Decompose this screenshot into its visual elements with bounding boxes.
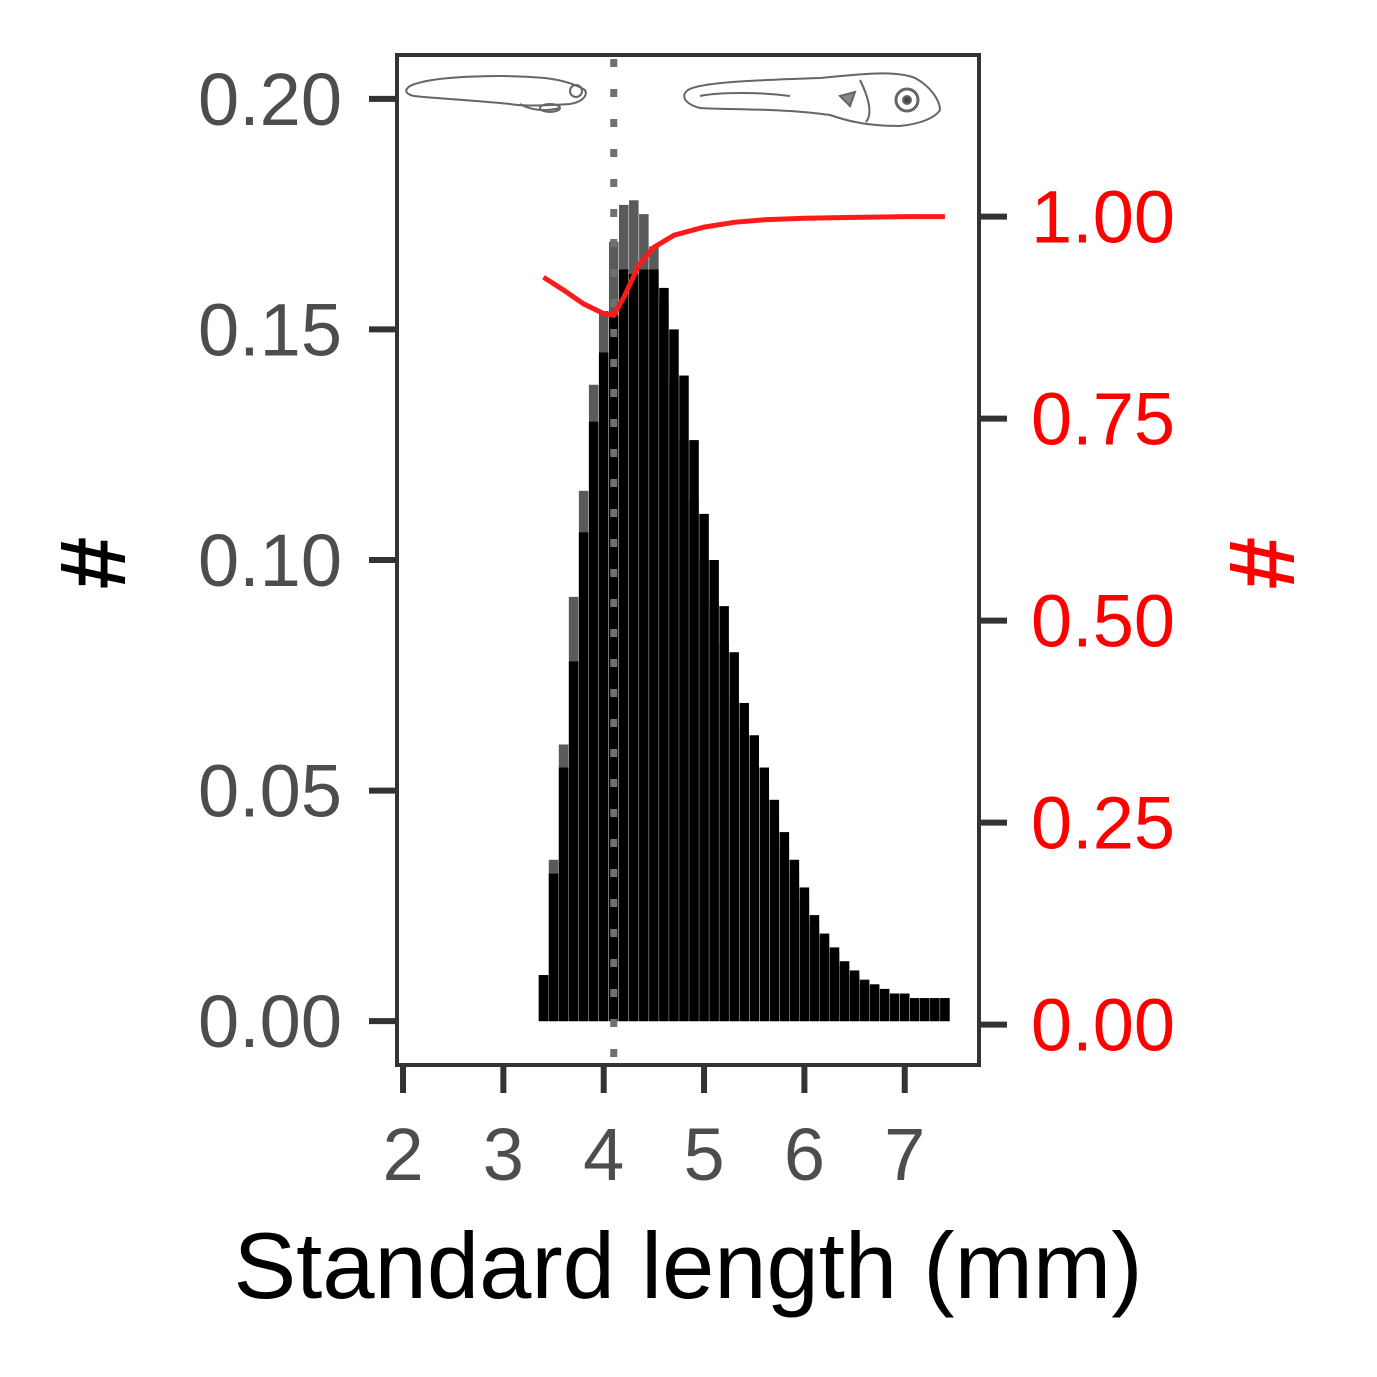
y-left-tick-label: 0.05	[198, 750, 342, 833]
histogram-bar	[709, 560, 719, 1022]
histogram-bar	[930, 998, 940, 1022]
histogram-bar	[819, 933, 830, 1022]
histogram-bar	[799, 887, 810, 1022]
y-axis-left: 0.00 0.05 0.10 0.15 0.20	[198, 58, 397, 1063]
histogram-bar	[588, 421, 599, 1022]
histogram-bar	[578, 532, 589, 1022]
larva-early-illustration	[405, 75, 587, 113]
histogram-bar	[719, 606, 729, 1022]
x-tick-label: 6	[784, 1113, 825, 1196]
histogram-bar	[910, 998, 920, 1022]
histogram-bar	[869, 984, 880, 1022]
y-axis-right: 0.00 0.25 0.50 0.75 1.00	[979, 176, 1175, 1067]
histogram-bar	[769, 799, 780, 1022]
y-right-tick-label: 0.00	[1031, 984, 1175, 1067]
histogram-bar	[568, 661, 579, 1022]
histogram-bar	[849, 970, 860, 1022]
y-left-tick-label: 0.20	[198, 58, 342, 141]
histogram-bar	[699, 513, 709, 1022]
x-tick-label: 5	[683, 1113, 724, 1196]
larva-late-illustration	[683, 72, 942, 128]
y-left-tick-label: 0.15	[198, 288, 342, 371]
histogram-bar	[629, 274, 639, 1022]
histogram-bar	[859, 979, 870, 1022]
histogram-bar	[619, 269, 629, 1022]
y-left-tick-label: 0.00	[198, 980, 342, 1063]
histogram-bar	[759, 767, 770, 1022]
histogram-bar	[879, 988, 890, 1022]
histogram-bar	[940, 998, 950, 1022]
x-axis-title: Standard length (mm)	[233, 1213, 1142, 1318]
histogram-bar	[729, 652, 739, 1022]
y-right-tick-label: 0.25	[1031, 782, 1175, 865]
histogram-bar	[779, 832, 790, 1022]
y-right-tick-label: 0.75	[1031, 378, 1175, 461]
histogram-bar	[829, 947, 840, 1022]
bars-main-layer	[538, 269, 950, 1022]
histogram-bar	[889, 993, 900, 1022]
x-tick-label: 7	[884, 1113, 925, 1196]
y-left-tick-label: 0.10	[198, 519, 342, 602]
histogram-bar	[558, 767, 569, 1022]
red-proportion-curve	[542, 214, 945, 318]
histogram-bar	[749, 735, 759, 1022]
y-axis-right-title: #	[1210, 537, 1315, 589]
histogram-bar	[739, 702, 749, 1022]
x-tick-label: 2	[382, 1113, 423, 1196]
y-right-tick-label: 0.50	[1031, 580, 1175, 663]
histogram-bar	[679, 375, 689, 1022]
histogram-bar	[659, 287, 669, 1022]
histogram-bar	[649, 269, 659, 1022]
x-tick-label: 3	[483, 1113, 524, 1196]
histogram-bar	[639, 269, 649, 1022]
x-tick-label: 4	[583, 1113, 624, 1196]
histogram-bar	[598, 352, 609, 1022]
histogram-bar	[669, 329, 679, 1022]
histogram-bar	[789, 859, 800, 1022]
histogram-bar	[689, 440, 699, 1022]
histogram-bar	[899, 993, 910, 1022]
histogram-bar	[839, 961, 850, 1022]
histogram-bar	[538, 975, 549, 1022]
y-right-tick-label: 1.00	[1031, 176, 1175, 259]
histogram-bar	[548, 873, 559, 1022]
histogram-bar	[920, 998, 930, 1022]
y-axis-left-title: #	[40, 537, 145, 589]
histogram-bar	[809, 915, 820, 1022]
histogram-bar	[608, 315, 619, 1022]
